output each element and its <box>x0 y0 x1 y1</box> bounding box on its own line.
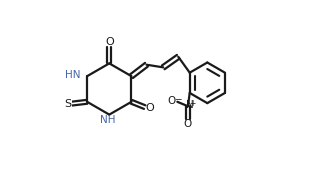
Text: NH: NH <box>100 115 115 125</box>
Text: O: O <box>145 103 154 113</box>
Text: N: N <box>186 100 194 110</box>
Text: HN: HN <box>65 70 80 80</box>
Text: −: − <box>175 94 182 103</box>
Text: O: O <box>184 119 192 129</box>
Text: O: O <box>167 96 176 106</box>
Text: S: S <box>64 99 71 109</box>
Text: +: + <box>189 99 196 108</box>
Text: O: O <box>105 37 114 47</box>
